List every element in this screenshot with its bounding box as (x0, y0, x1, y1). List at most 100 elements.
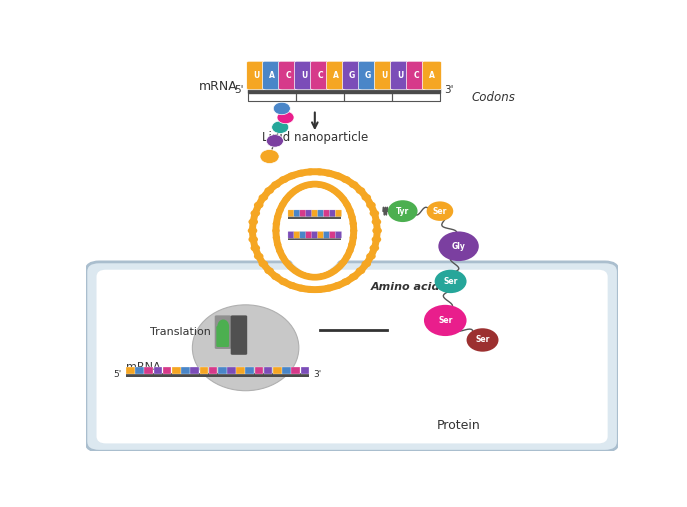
Circle shape (302, 273, 310, 279)
Circle shape (341, 176, 351, 183)
Circle shape (258, 261, 268, 267)
Circle shape (350, 235, 357, 240)
Circle shape (319, 273, 327, 279)
FancyBboxPatch shape (359, 61, 378, 90)
Bar (199, 367, 208, 374)
Circle shape (287, 282, 297, 289)
Circle shape (314, 182, 322, 187)
Text: A: A (429, 71, 435, 80)
Ellipse shape (192, 305, 299, 391)
Circle shape (251, 210, 260, 217)
Circle shape (427, 201, 453, 221)
Text: C: C (317, 71, 323, 80)
Circle shape (324, 284, 333, 292)
Circle shape (387, 200, 418, 222)
Circle shape (273, 102, 291, 115)
Text: U: U (253, 71, 260, 80)
Circle shape (330, 188, 338, 193)
FancyBboxPatch shape (407, 61, 425, 90)
FancyBboxPatch shape (86, 262, 618, 451)
Text: Tyr: Tyr (396, 207, 409, 215)
FancyBboxPatch shape (216, 326, 229, 347)
Text: Codons: Codons (472, 91, 516, 103)
Circle shape (325, 185, 333, 190)
Text: Translation: Translation (150, 327, 211, 337)
Circle shape (356, 267, 365, 274)
Bar (227, 367, 236, 374)
Circle shape (372, 219, 381, 226)
Circle shape (274, 214, 282, 220)
Circle shape (330, 268, 338, 274)
Text: Protein: Protein (437, 419, 480, 432)
Circle shape (279, 254, 286, 260)
Circle shape (297, 271, 304, 277)
Bar (154, 367, 162, 374)
Text: Ser: Ser (443, 277, 458, 286)
Circle shape (348, 242, 356, 247)
Circle shape (308, 182, 315, 187)
Circle shape (297, 185, 304, 190)
Bar (181, 367, 190, 374)
FancyBboxPatch shape (300, 231, 306, 238)
Circle shape (346, 248, 354, 254)
Bar (291, 367, 300, 374)
Text: Gly: Gly (451, 242, 466, 251)
Circle shape (339, 260, 347, 265)
Circle shape (333, 282, 342, 289)
Circle shape (438, 231, 479, 261)
FancyBboxPatch shape (374, 61, 394, 90)
Circle shape (282, 260, 290, 265)
Circle shape (324, 170, 333, 177)
Circle shape (248, 227, 258, 234)
Circle shape (251, 244, 260, 251)
Circle shape (287, 192, 294, 197)
Circle shape (344, 202, 350, 207)
Circle shape (273, 235, 280, 240)
Circle shape (254, 202, 264, 208)
Bar (248, 87, 440, 93)
Bar (236, 367, 245, 374)
Bar (144, 367, 153, 374)
Text: A: A (269, 71, 275, 80)
FancyBboxPatch shape (279, 61, 297, 90)
Circle shape (296, 170, 306, 177)
Circle shape (466, 328, 499, 352)
Circle shape (249, 219, 258, 226)
Circle shape (335, 192, 343, 197)
FancyBboxPatch shape (300, 210, 306, 216)
Bar (126, 367, 135, 374)
Bar (273, 367, 282, 374)
Circle shape (271, 181, 281, 188)
Circle shape (282, 196, 290, 202)
Text: Lipid nanoparticle: Lipid nanoparticle (262, 131, 368, 144)
Circle shape (264, 187, 274, 194)
Circle shape (349, 181, 359, 188)
Circle shape (349, 273, 359, 280)
Circle shape (344, 254, 350, 260)
FancyBboxPatch shape (329, 210, 336, 216)
FancyBboxPatch shape (343, 61, 361, 90)
Text: Ser: Ser (475, 336, 490, 344)
Circle shape (366, 202, 376, 208)
FancyBboxPatch shape (288, 210, 294, 216)
Circle shape (292, 268, 299, 274)
Circle shape (366, 252, 376, 260)
Circle shape (272, 228, 280, 233)
FancyBboxPatch shape (317, 231, 324, 238)
Circle shape (341, 278, 351, 285)
FancyBboxPatch shape (312, 231, 318, 238)
Circle shape (249, 236, 258, 243)
Bar (245, 367, 254, 374)
FancyBboxPatch shape (312, 210, 318, 216)
FancyBboxPatch shape (295, 61, 314, 90)
Circle shape (274, 242, 282, 247)
FancyBboxPatch shape (390, 61, 409, 90)
Text: C: C (413, 71, 419, 80)
Circle shape (273, 221, 280, 227)
Bar (163, 367, 172, 374)
Text: mRNA: mRNA (126, 363, 161, 372)
Bar (172, 367, 181, 374)
Circle shape (435, 270, 466, 293)
FancyBboxPatch shape (294, 210, 300, 216)
Text: G: G (349, 71, 355, 80)
